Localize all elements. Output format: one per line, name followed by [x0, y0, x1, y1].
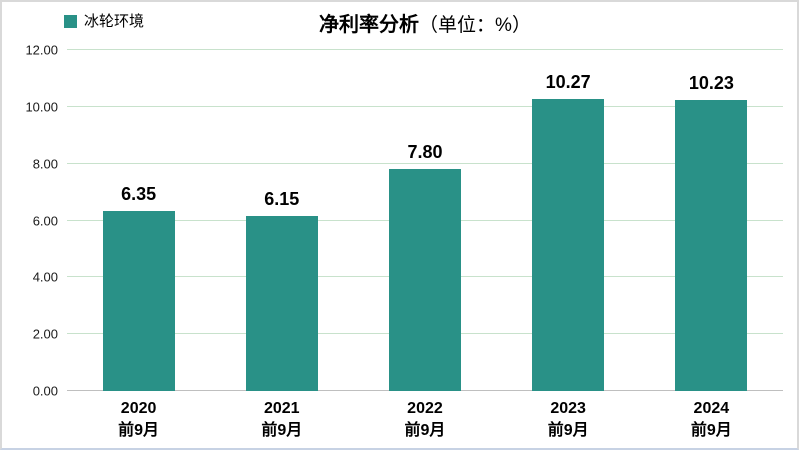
x-category-year: 2020 [120, 400, 157, 417]
gridline [67, 105, 783, 107]
y-axis: 0.00 2.00 4.00 6.00 8.00 10.00 12.00 [0, 44, 58, 398]
x-category-label: 2021 前9月 [210, 398, 353, 441]
plot-area: 6.35 6.15 7.80 10.27 10.23 [67, 49, 783, 391]
bar [388, 169, 461, 391]
square-swatch-icon [64, 14, 77, 28]
x-category-period: 前9月 [261, 421, 303, 439]
x-category-year: 2021 [263, 400, 300, 417]
x-axis: 2020 前9月 2021 前9月 2022 前9月 2023 前9月 2024 前9月 [67, 398, 783, 441]
bar [245, 216, 318, 391]
x-category-period: 前9月 [118, 421, 160, 439]
x-category-label: 2022 前9月 [353, 398, 496, 441]
x-category-label: 2023 前9月 [497, 398, 640, 441]
bar-value-label: 6.15 [264, 189, 300, 210]
gridline [67, 162, 783, 164]
y-tick-label: 0.00 [32, 383, 58, 399]
bars-layer: 6.35 6.15 7.80 10.27 10.23 [67, 50, 783, 391]
chart-title-text: 净利率分析 [319, 14, 420, 36]
bar-value-label: 10.23 [688, 73, 734, 94]
bar-group: 7.80 [353, 50, 496, 391]
y-tick-label: 4.00 [32, 269, 58, 285]
bar-value-label: 6.35 [121, 183, 157, 204]
x-category-label: 2024 前9月 [640, 398, 783, 441]
bar-group: 6.35 [67, 50, 210, 391]
bar [532, 99, 605, 391]
bar-group: 10.23 [640, 50, 783, 391]
x-category-year: 2022 [407, 400, 443, 417]
bar-value-label: 10.27 [545, 72, 591, 93]
y-tick-label: 8.00 [32, 156, 58, 172]
x-category-period: 前9月 [690, 421, 732, 439]
gridline [67, 49, 783, 50]
x-category-period: 前9月 [404, 421, 446, 439]
bar-group: 6.15 [210, 50, 353, 391]
legend: 冰轮环境 [64, 13, 144, 29]
x-category-year: 2023 [550, 400, 586, 417]
bar-group: 10.27 [497, 50, 640, 391]
chart-title-unit: （单位：%） [419, 15, 531, 36]
bar [102, 210, 175, 391]
x-category-label: 2020 前9月 [67, 398, 210, 441]
chart-title: 净利率分析（单位：%） [67, 8, 783, 37]
legend-series-label: 冰轮环境 [84, 13, 145, 30]
y-tick-label: 10.00 [25, 99, 58, 115]
x-category-period: 前9月 [547, 421, 589, 439]
y-tick-label: 2.00 [32, 326, 58, 342]
bar-value-label: 7.80 [407, 142, 443, 163]
bar [675, 100, 748, 391]
x-category-year: 2024 [693, 400, 730, 417]
y-tick-label: 12.00 [25, 42, 58, 58]
y-tick-label: 6.00 [32, 213, 58, 228]
